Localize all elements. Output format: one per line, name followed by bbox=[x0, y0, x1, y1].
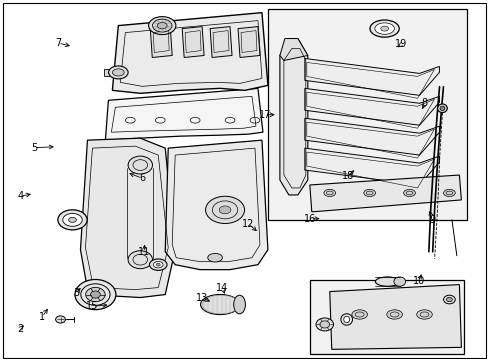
Polygon shape bbox=[182, 27, 203, 58]
Ellipse shape bbox=[233, 295, 245, 314]
Ellipse shape bbox=[323, 189, 335, 197]
Ellipse shape bbox=[152, 19, 172, 32]
Ellipse shape bbox=[403, 189, 414, 197]
Polygon shape bbox=[165, 140, 267, 270]
Text: 17: 17 bbox=[258, 110, 271, 120]
Text: 18: 18 bbox=[341, 171, 353, 181]
Ellipse shape bbox=[85, 287, 105, 302]
Polygon shape bbox=[150, 27, 172, 58]
Text: 12: 12 bbox=[242, 219, 254, 229]
Ellipse shape bbox=[56, 316, 65, 323]
Ellipse shape bbox=[443, 295, 454, 304]
Polygon shape bbox=[304, 148, 439, 185]
Text: 10: 10 bbox=[412, 276, 425, 286]
Ellipse shape bbox=[149, 259, 167, 270]
Text: 19: 19 bbox=[395, 40, 407, 49]
Polygon shape bbox=[309, 175, 461, 212]
Text: 2: 2 bbox=[17, 324, 23, 334]
Ellipse shape bbox=[375, 277, 399, 286]
Polygon shape bbox=[105, 88, 263, 140]
Text: 9: 9 bbox=[428, 215, 434, 225]
Polygon shape bbox=[304, 88, 439, 125]
Ellipse shape bbox=[439, 106, 444, 111]
Text: 14: 14 bbox=[216, 283, 228, 293]
Ellipse shape bbox=[75, 279, 116, 310]
Ellipse shape bbox=[157, 22, 167, 29]
Ellipse shape bbox=[443, 189, 454, 197]
Ellipse shape bbox=[416, 310, 431, 319]
Polygon shape bbox=[81, 138, 175, 298]
Ellipse shape bbox=[340, 314, 352, 325]
Ellipse shape bbox=[369, 20, 398, 37]
Ellipse shape bbox=[108, 66, 128, 79]
Ellipse shape bbox=[156, 263, 160, 266]
Ellipse shape bbox=[205, 196, 244, 224]
Text: 15: 15 bbox=[86, 301, 99, 311]
Text: 5: 5 bbox=[31, 143, 37, 153]
Ellipse shape bbox=[351, 310, 366, 319]
Polygon shape bbox=[279, 39, 307, 195]
Ellipse shape bbox=[112, 69, 124, 76]
Ellipse shape bbox=[68, 217, 76, 222]
Ellipse shape bbox=[148, 17, 176, 35]
Ellipse shape bbox=[200, 294, 239, 315]
Ellipse shape bbox=[128, 251, 152, 269]
Ellipse shape bbox=[374, 23, 393, 34]
Text: 16: 16 bbox=[304, 214, 316, 224]
Ellipse shape bbox=[58, 210, 87, 230]
Polygon shape bbox=[304, 58, 439, 95]
Ellipse shape bbox=[446, 297, 451, 302]
Polygon shape bbox=[112, 13, 267, 93]
Text: 8: 8 bbox=[421, 98, 427, 108]
Ellipse shape bbox=[315, 318, 333, 331]
Ellipse shape bbox=[62, 213, 82, 226]
Ellipse shape bbox=[343, 316, 349, 323]
Ellipse shape bbox=[219, 206, 230, 214]
Text: 7: 7 bbox=[55, 38, 61, 48]
Bar bbox=[309, 280, 464, 354]
Polygon shape bbox=[304, 118, 439, 155]
Polygon shape bbox=[279, 39, 307, 60]
Polygon shape bbox=[329, 285, 461, 349]
Text: 13: 13 bbox=[195, 293, 207, 303]
Ellipse shape bbox=[363, 189, 375, 197]
Text: 3: 3 bbox=[73, 288, 79, 298]
Text: 6: 6 bbox=[139, 173, 145, 183]
Text: 11: 11 bbox=[138, 247, 150, 257]
Bar bbox=[103, 69, 116, 76]
Polygon shape bbox=[210, 27, 232, 58]
Ellipse shape bbox=[90, 291, 100, 298]
Ellipse shape bbox=[153, 261, 163, 268]
Ellipse shape bbox=[128, 156, 152, 174]
Text: 1: 1 bbox=[39, 312, 45, 322]
Ellipse shape bbox=[380, 26, 387, 31]
Text: 4: 4 bbox=[17, 191, 23, 201]
Bar bbox=[267, 9, 467, 220]
Ellipse shape bbox=[319, 321, 329, 328]
Polygon shape bbox=[238, 27, 260, 58]
Ellipse shape bbox=[393, 277, 405, 286]
Ellipse shape bbox=[207, 253, 222, 262]
Ellipse shape bbox=[437, 104, 447, 113]
Ellipse shape bbox=[386, 310, 402, 319]
